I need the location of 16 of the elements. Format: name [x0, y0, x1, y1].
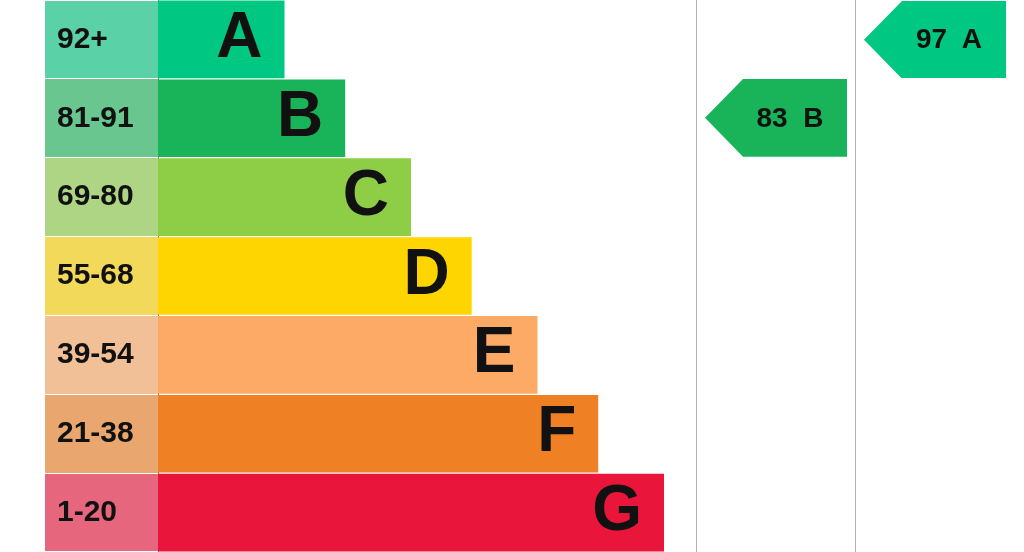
y-tick-label: 39-54	[57, 336, 135, 370]
annotation: G	[592, 472, 642, 545]
y-tick-label: 55-68	[57, 257, 134, 291]
annotation: D	[403, 235, 450, 308]
annotation: A	[216, 0, 263, 72]
text: 97 A	[915, 23, 983, 56]
annotation: E	[472, 314, 516, 387]
text: 83 B	[756, 102, 824, 135]
y-tick-label: 21-38	[57, 414, 134, 448]
annotation: F	[537, 393, 577, 466]
annotation: C	[342, 156, 389, 229]
y-tick-label: 92+	[57, 20, 108, 54]
y-tick-label: 81-91	[57, 99, 134, 133]
annotation: B	[277, 77, 324, 150]
y-tick-label: 69-80	[57, 178, 134, 212]
y-tick-label: 1-20	[57, 493, 118, 527]
